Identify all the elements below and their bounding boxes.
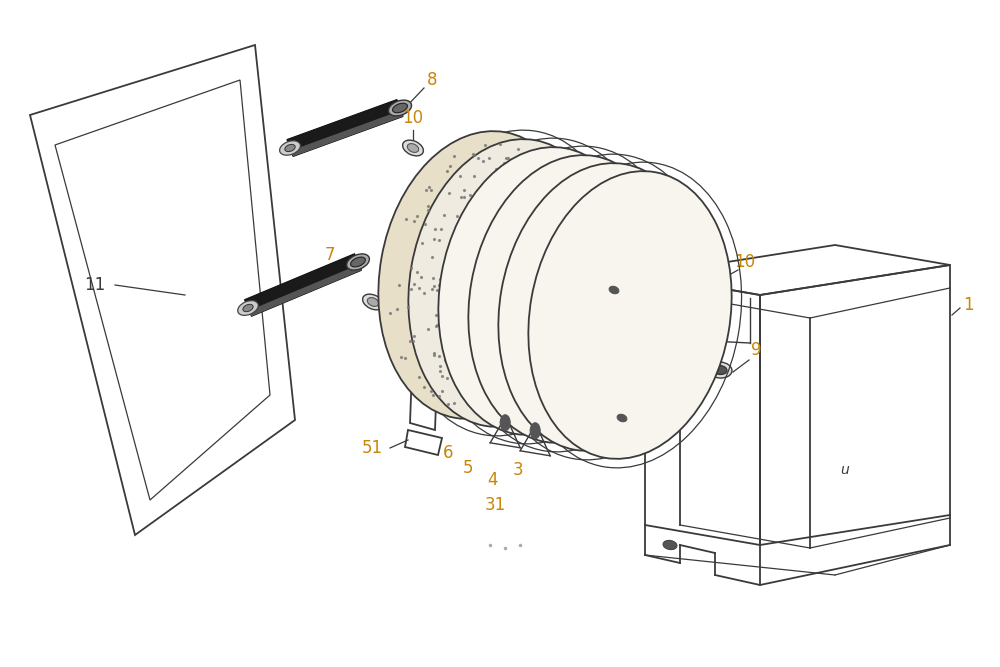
Polygon shape: [245, 253, 361, 316]
Ellipse shape: [468, 155, 672, 443]
Ellipse shape: [500, 415, 510, 431]
Ellipse shape: [617, 414, 627, 422]
Ellipse shape: [663, 540, 677, 550]
Ellipse shape: [403, 140, 423, 156]
Ellipse shape: [498, 163, 702, 451]
Text: 9: 9: [751, 341, 761, 359]
Text: 7: 7: [325, 246, 335, 264]
Text: 5: 5: [463, 459, 473, 477]
Ellipse shape: [421, 284, 439, 296]
Text: 31: 31: [484, 496, 506, 514]
Ellipse shape: [243, 304, 253, 311]
Text: 10: 10: [402, 109, 424, 127]
Text: 3: 3: [513, 461, 523, 479]
Text: u: u: [841, 463, 849, 477]
Ellipse shape: [528, 171, 732, 459]
Polygon shape: [287, 99, 403, 157]
Ellipse shape: [378, 131, 582, 419]
Ellipse shape: [388, 100, 412, 116]
Ellipse shape: [708, 362, 732, 378]
Text: 4: 4: [487, 471, 497, 489]
Ellipse shape: [238, 301, 258, 315]
Ellipse shape: [393, 103, 407, 113]
Ellipse shape: [285, 144, 295, 151]
Ellipse shape: [423, 305, 431, 311]
Text: 11: 11: [84, 276, 106, 294]
Ellipse shape: [351, 257, 365, 267]
Ellipse shape: [280, 141, 300, 155]
Ellipse shape: [407, 143, 419, 153]
Ellipse shape: [419, 303, 435, 313]
Ellipse shape: [347, 254, 369, 270]
Text: 51: 51: [361, 439, 383, 457]
Text: 1: 1: [963, 296, 973, 314]
Ellipse shape: [438, 147, 642, 435]
Text: 8: 8: [427, 71, 437, 89]
Ellipse shape: [609, 286, 619, 293]
Ellipse shape: [363, 294, 383, 310]
Text: 10: 10: [734, 253, 756, 271]
Ellipse shape: [605, 283, 623, 296]
Ellipse shape: [713, 366, 727, 375]
Polygon shape: [249, 265, 361, 316]
Ellipse shape: [408, 139, 612, 427]
Polygon shape: [291, 111, 403, 157]
Text: 6: 6: [443, 444, 453, 462]
Ellipse shape: [425, 287, 435, 293]
Ellipse shape: [530, 423, 540, 439]
Ellipse shape: [613, 412, 631, 424]
Ellipse shape: [367, 297, 379, 306]
